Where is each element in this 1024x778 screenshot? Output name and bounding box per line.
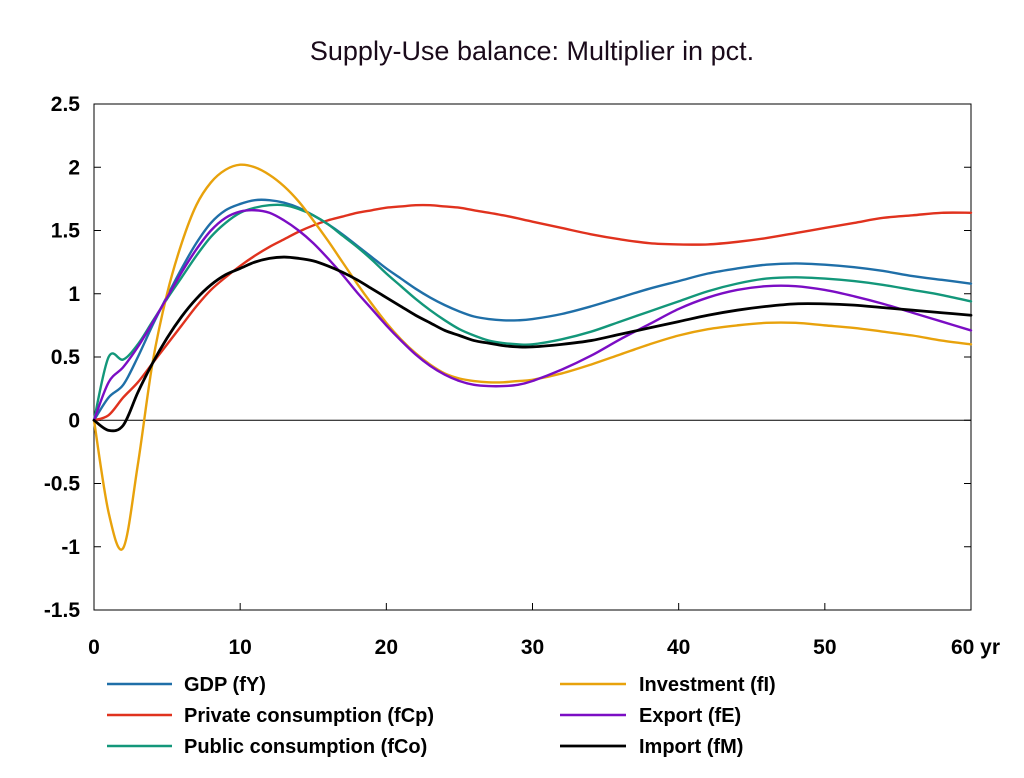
legend-label: Public consumption (fCo) (184, 736, 427, 758)
legend-item-private-consumption-fcp: Private consumption (fCp) (107, 705, 434, 727)
plot-area: 2.5 2 1.5 1 0.5 0 -0.5 -1 -1.5 0 10 20 30 40 50 60 yr (44, 93, 1000, 659)
y-tick-label: 0.5 (51, 346, 81, 369)
legend-item-gdp-fy: GDP (fY) (107, 674, 266, 696)
y-tick-label: -1 (61, 536, 80, 559)
plot-frame (93, 103, 972, 611)
y-tick-label: 1 (68, 283, 80, 306)
y-tick-label: 2 (68, 156, 80, 179)
legend-item-export-fe: Export (fE) (560, 705, 741, 727)
legend-item-investment-fi: Investment (fI) (560, 674, 776, 696)
y-tick-label: 2.5 (51, 93, 81, 116)
legend-label: Investment (fI) (639, 674, 776, 696)
x-tick-label: 60 yr (951, 636, 1000, 659)
legend: GDP (fY) Private consumption (fCp) Public … (107, 674, 776, 758)
series-line-export-fe (92, 208, 973, 422)
series-line-gdp-fy (92, 198, 973, 422)
x-tick-label: 50 (813, 636, 836, 659)
x-tick-label: 0 (88, 636, 100, 659)
series-line-private-consumption-fcp (92, 203, 973, 422)
series-line-public-consumption-fco (92, 203, 973, 422)
y-tick-label: -0.5 (44, 473, 81, 496)
x-tick-label: 20 (375, 636, 398, 659)
legend-label: Export (fE) (639, 705, 741, 727)
x-tick-label: 30 (521, 636, 544, 659)
legend-label: Import (fM) (639, 736, 743, 758)
legend-label: Private consumption (fCp) (184, 705, 434, 727)
y-tick-label: 0 (68, 409, 80, 432)
y-tick-label: 1.5 (51, 220, 81, 243)
series-line-import-fm (92, 255, 973, 433)
chart-title: Supply-Use balance: Multiplier in pct. (310, 36, 754, 66)
legend-item-public-consumption-fco: Public consumption (fCo) (107, 736, 427, 758)
legend-item-import-fm: Import (fM) (560, 736, 743, 758)
y-tick-label: -1.5 (44, 599, 81, 622)
x-tick-label: 40 (667, 636, 690, 659)
x-tick-label: 10 (228, 636, 251, 659)
legend-label: GDP (fY) (184, 674, 266, 696)
